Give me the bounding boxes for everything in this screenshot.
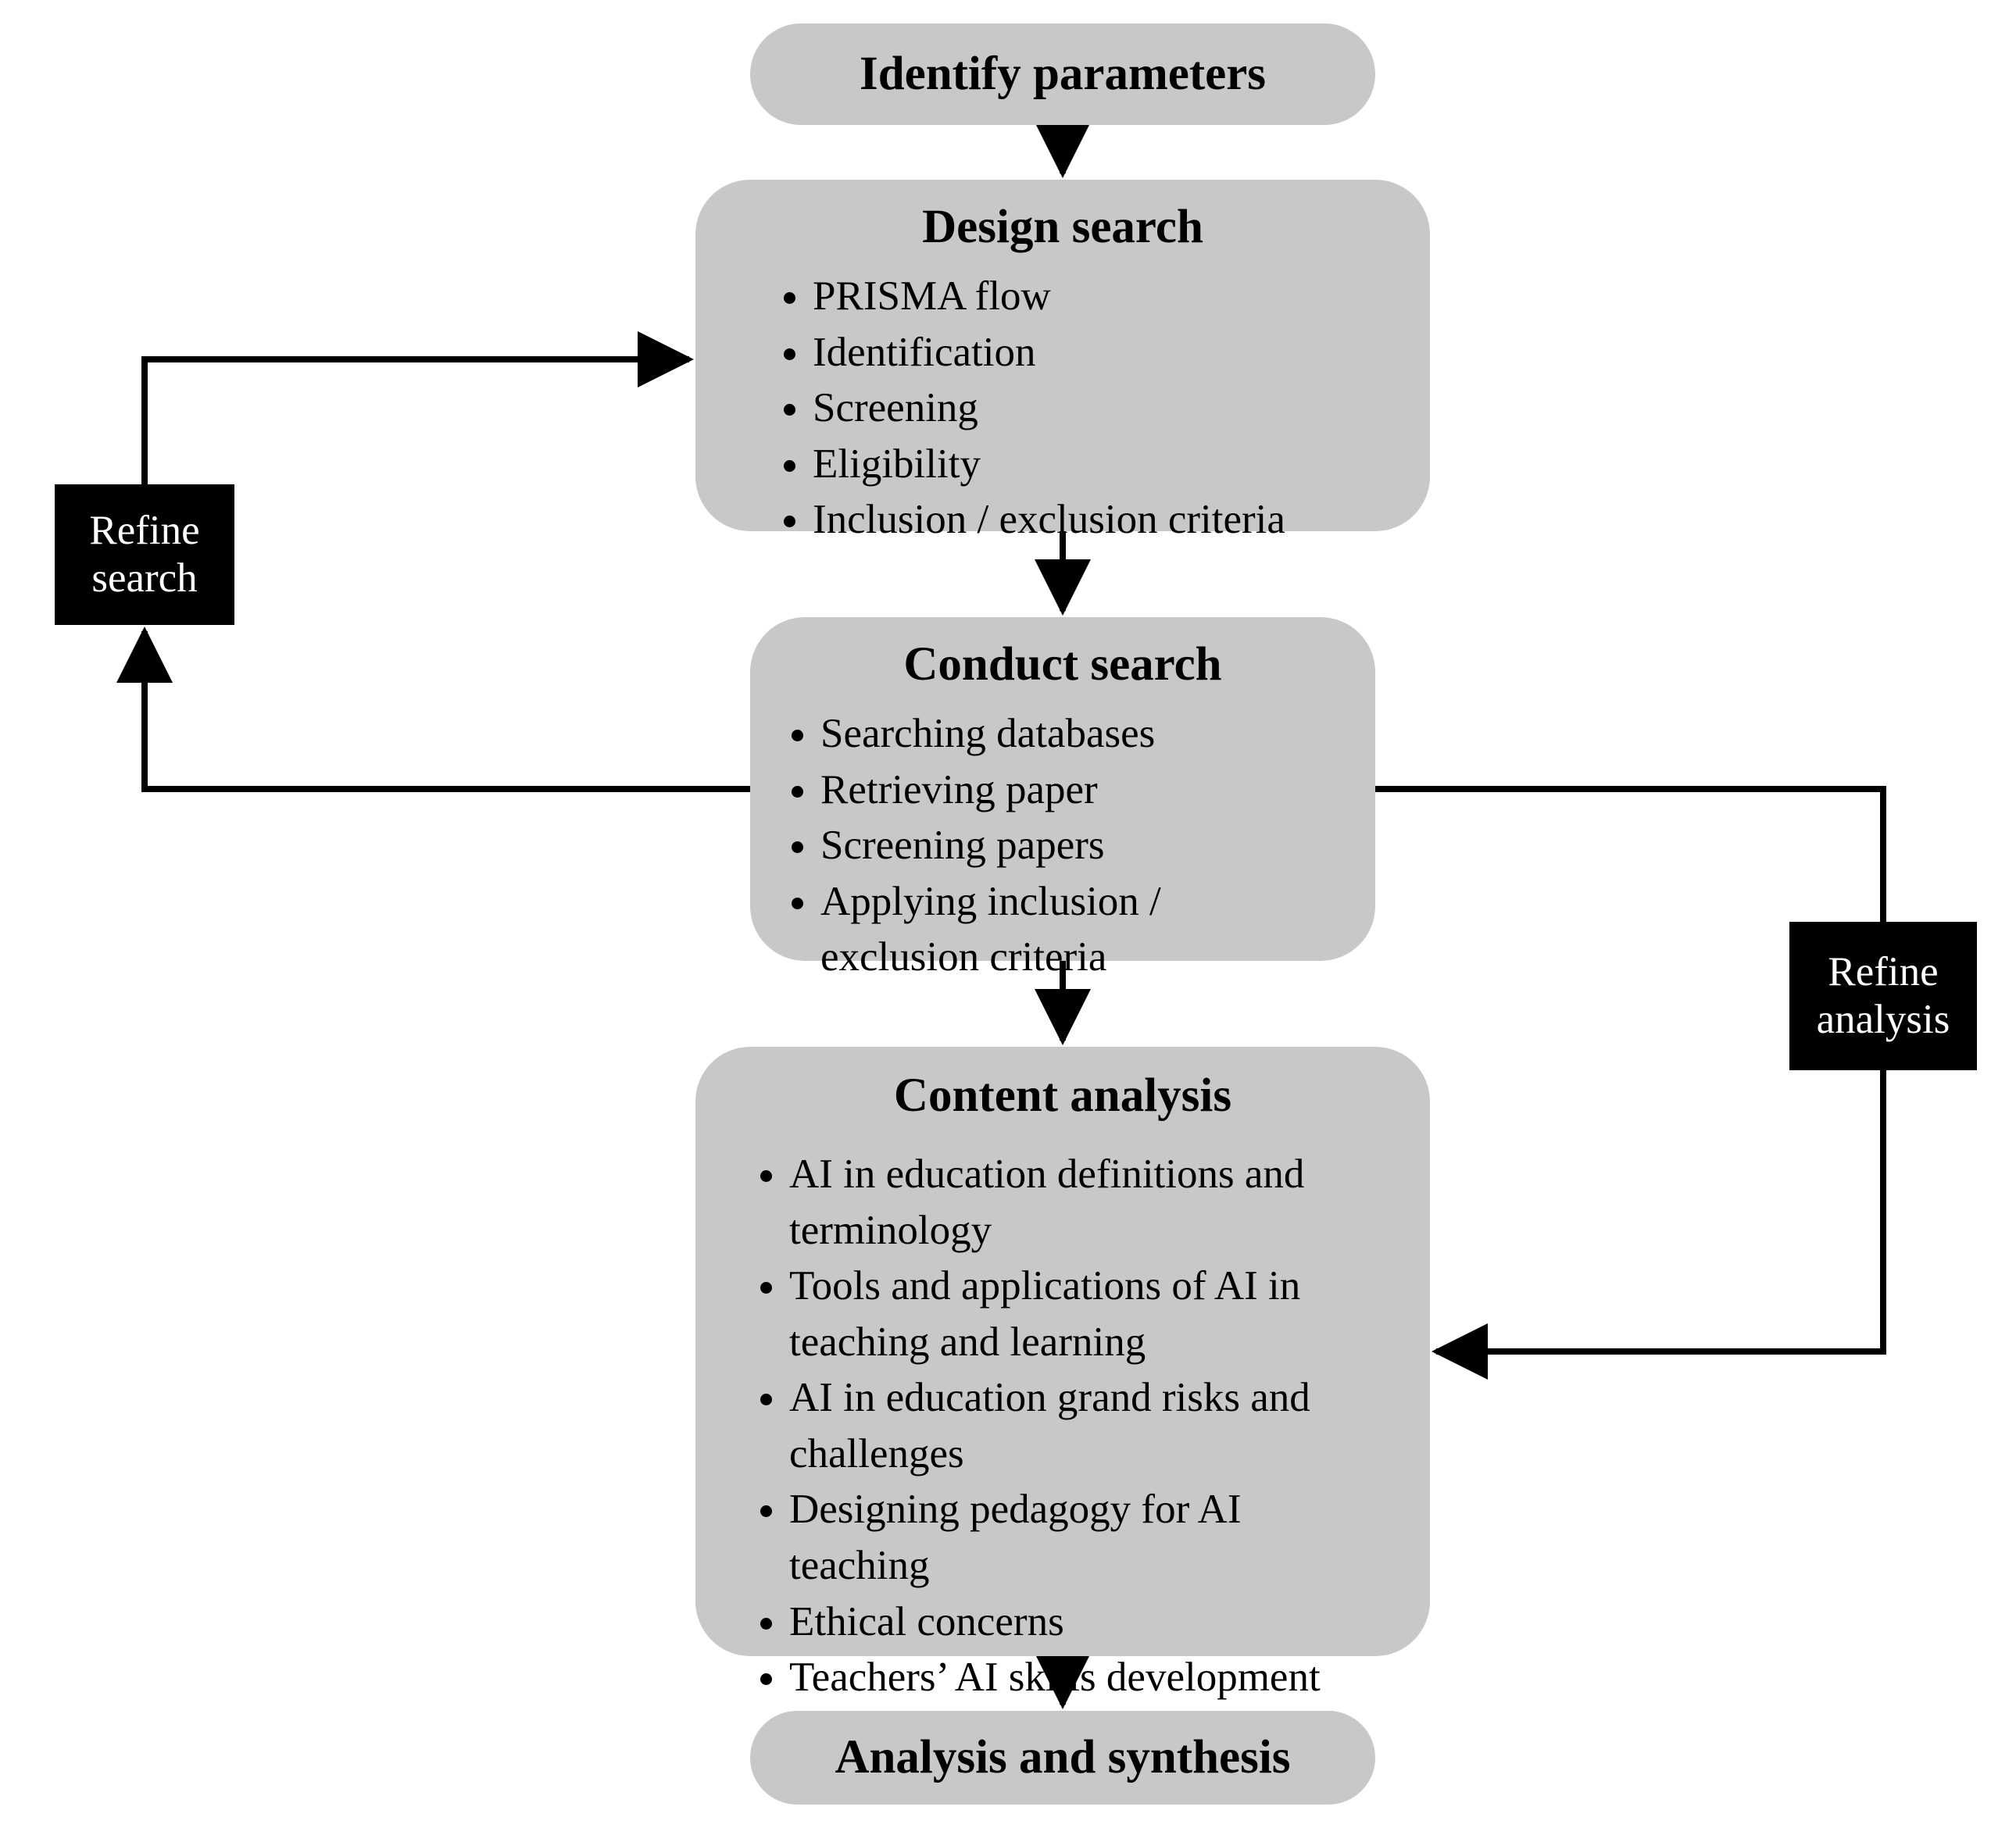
edge-e8 [1436,1070,1883,1351]
node-bullets: PRISMA flowIdentificationScreeningEligib… [695,269,1430,548]
node-title: Refine analysis [1789,948,1977,1044]
bullet-item: Applying inclusion / exclusion criteria [820,874,1328,986]
bullet-item: Screening papers [820,818,1328,874]
bullet-item: Ethical concerns [789,1594,1383,1651]
bullet-item: PRISMA flow [813,269,1383,325]
node-refine-analysis: Refine analysis [1789,922,1977,1070]
edge-e7 [1375,789,1883,922]
bullet-item: AI in education definitions and terminol… [789,1147,1383,1259]
bullet-item: Identification [813,325,1383,381]
bullet-item: Inclusion / exclusion criteria [813,492,1383,548]
node-design-search: Design search PRISMA flowIdentificationS… [695,180,1430,531]
node-title: Identify parameters [860,47,1266,102]
bullet-item: Screening [813,380,1383,437]
bullet-item: AI in education grand risks and challeng… [789,1370,1383,1482]
bullet-item: Tools and applications of AI in teaching… [789,1259,1383,1370]
bullet-item: Eligibility [813,437,1383,493]
bullet-item: Retrieving paper [820,762,1328,819]
node-conduct-search: Conduct search Searching databasesRetrie… [750,617,1375,961]
bullet-item: Designing pedagogy for AI teaching [789,1482,1383,1594]
node-analysis-synthesis: Analysis and synthesis [750,1711,1375,1805]
bullet-item: Teachers’ AI skills development [789,1650,1383,1706]
node-identify-parameters: Identify parameters [750,23,1375,125]
node-refine-search: Refine search [55,484,234,625]
node-title: Analysis and synthesis [835,1730,1290,1785]
node-content-analysis: Content analysis AI in education definit… [695,1047,1430,1656]
flowchart-stage: Identify parameters Design search PRISMA… [0,0,2016,1828]
node-bullets: AI in education definitions and terminol… [695,1147,1430,1705]
edge-e6 [145,631,750,789]
node-title: Design search [695,180,1430,255]
node-bullets: Searching databasesRetrieving paperScree… [750,706,1375,986]
node-title: Conduct search [750,617,1375,692]
node-title: Refine search [55,507,234,602]
bullet-item: Searching databases [820,706,1328,762]
edge-e5 [145,359,689,484]
node-title: Content analysis [695,1047,1430,1123]
